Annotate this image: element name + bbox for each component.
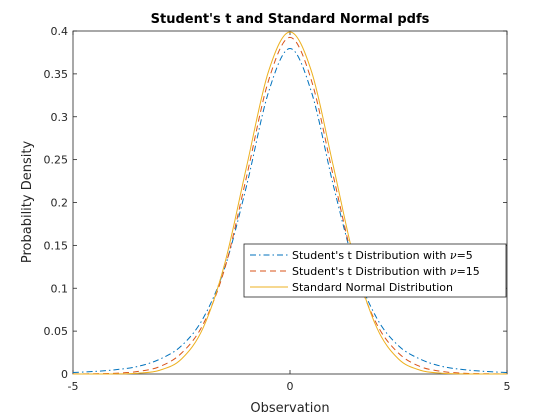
legend-label-3: Standard Normal Distribution bbox=[292, 281, 453, 294]
series-line-1 bbox=[72, 47, 508, 373]
axes-box bbox=[72, 30, 508, 375]
y-tick-label: 0.05 bbox=[44, 325, 69, 338]
y-tick-label: 0.1 bbox=[51, 282, 69, 295]
y-tick-label: 0.3 bbox=[51, 111, 69, 124]
legend-label-2: Student's t Distribution with ν=15 bbox=[292, 265, 480, 278]
nu-symbol: ν bbox=[450, 265, 457, 278]
legend-label-text: Standard Normal Distribution bbox=[292, 281, 453, 294]
chart-title: Student's t and Standard Normal pdfs bbox=[151, 12, 430, 27]
x-tick-label: 0 bbox=[287, 380, 294, 393]
y-axis-label: Probability Density bbox=[20, 141, 35, 264]
y-tick-label: 0.2 bbox=[51, 197, 69, 210]
legend-box bbox=[243, 243, 507, 298]
legend-label-value: =15 bbox=[457, 265, 480, 278]
x-axis-label: Observation bbox=[250, 401, 329, 416]
legend: Student's t Distribution with ν=5Student… bbox=[243, 243, 507, 298]
y-tick-label: 0.15 bbox=[44, 239, 69, 252]
y-tick-label: 0 bbox=[61, 368, 68, 381]
legend-label-1: Student's t Distribution with ν=5 bbox=[292, 249, 473, 262]
legend-entries: Student's t Distribution with ν=5Student… bbox=[250, 249, 480, 294]
legend-label-value: =5 bbox=[457, 249, 473, 262]
legend-label-text: Student's t Distribution with bbox=[292, 249, 450, 262]
x-tick-label: 5 bbox=[504, 380, 511, 393]
y-tick-labels: 0 0.05 0.1 0.15 0.2 0.25 0.3 0.35 0.4 bbox=[44, 25, 69, 381]
nu-symbol: ν bbox=[450, 249, 457, 262]
x-tick-label: -5 bbox=[68, 380, 79, 393]
plot-area: -5 0 5 00.050.10.150.20.250.30.350.4 bbox=[44, 25, 511, 393]
x-tick-labels: -5 0 5 bbox=[68, 380, 511, 393]
y-tick-label: 0.35 bbox=[44, 68, 69, 81]
legend-label-text: Student's t Distribution with bbox=[292, 265, 450, 278]
y-tick-label: 0.4 bbox=[51, 25, 69, 38]
series-lines bbox=[72, 31, 508, 375]
series-line-2 bbox=[72, 36, 508, 375]
y-tick-label: 0.25 bbox=[44, 154, 69, 167]
series-line-3 bbox=[72, 31, 508, 375]
tick-marks bbox=[72, 30, 508, 375]
